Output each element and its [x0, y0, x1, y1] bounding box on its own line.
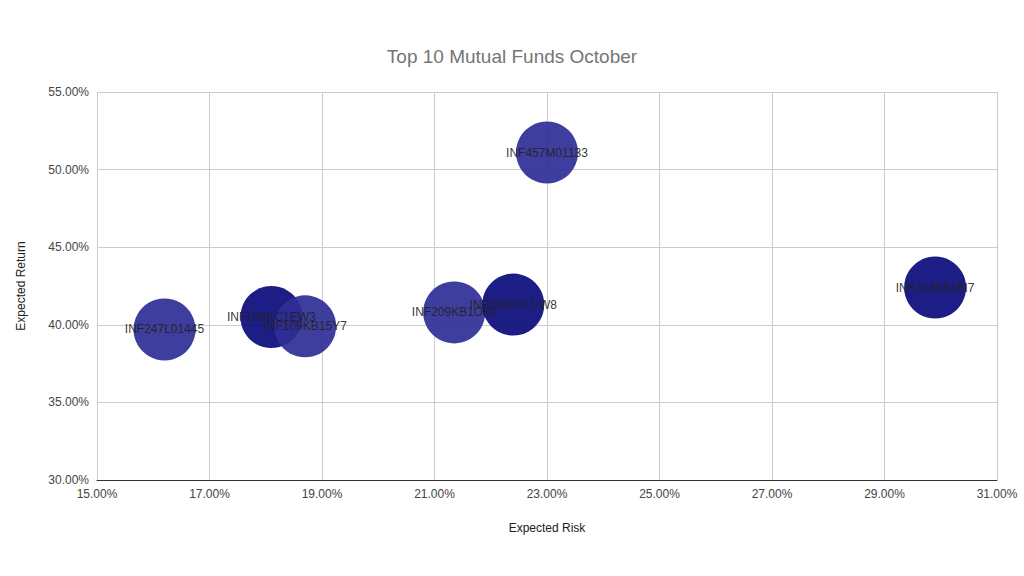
svg-text:21.00%: 21.00%: [414, 487, 455, 501]
svg-text:40.00%: 40.00%: [48, 318, 89, 332]
svg-text:25.00%: 25.00%: [639, 487, 680, 501]
svg-text:INF200K01UW8: INF200K01UW8: [470, 298, 558, 312]
svg-text:17.00%: 17.00%: [189, 487, 230, 501]
svg-text:27.00%: 27.00%: [752, 487, 793, 501]
svg-text:INF247L01445: INF247L01445: [125, 322, 205, 336]
svg-text:29.00%: 29.00%: [864, 487, 905, 501]
svg-text:35.00%: 35.00%: [48, 395, 89, 409]
svg-text:30.00%: 30.00%: [48, 473, 89, 487]
svg-text:15.00%: 15.00%: [77, 487, 118, 501]
svg-text:Expected Risk: Expected Risk: [509, 521, 587, 535]
svg-text:INF204KB16I7: INF204KB16I7: [896, 281, 975, 295]
svg-text:19.00%: 19.00%: [302, 487, 343, 501]
svg-text:Expected Return: Expected Return: [14, 241, 28, 330]
svg-text:INF109KB15Y7: INF109KB15Y7: [263, 319, 347, 333]
svg-text:INF209KB1O82: INF209KB1O82: [411, 305, 497, 320]
svg-text:INF457M01133: INF457M01133: [506, 146, 588, 160]
svg-text:23.00%: 23.00%: [527, 487, 568, 501]
svg-text:INF109KC1EW3: INF109KC1EW3: [227, 310, 316, 324]
svg-text:Top 10 Mutual Funds October: Top 10 Mutual Funds October: [387, 46, 638, 67]
svg-text:45.00%: 45.00%: [48, 240, 89, 254]
svg-text:55.00%: 55.00%: [48, 85, 89, 99]
svg-text:50.00%: 50.00%: [48, 163, 89, 177]
svg-text:31.00%: 31.00%: [977, 487, 1018, 501]
